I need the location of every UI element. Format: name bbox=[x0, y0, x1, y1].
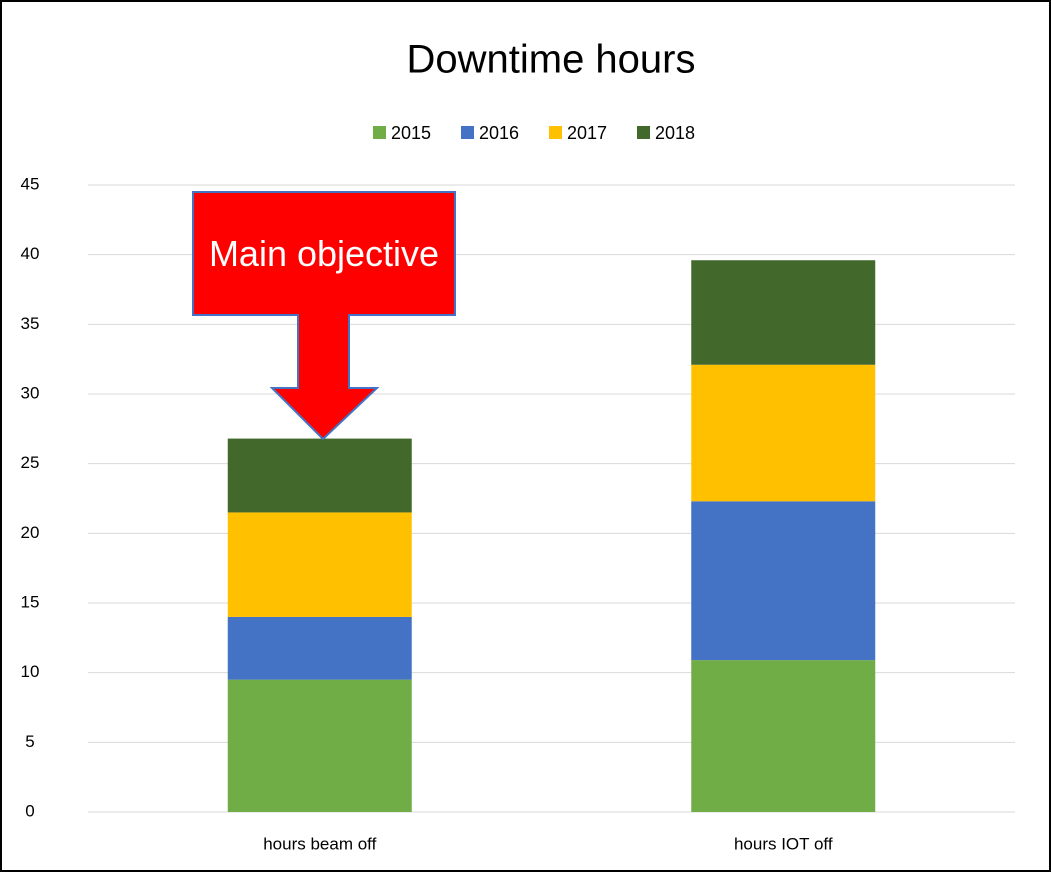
y-tick-label: 30 bbox=[21, 383, 40, 402]
legend-label: 2015 bbox=[391, 123, 431, 143]
y-tick-label: 10 bbox=[21, 662, 40, 681]
bar-segment bbox=[691, 260, 876, 365]
y-tick-label: 20 bbox=[21, 523, 40, 542]
legend-swatch bbox=[549, 126, 562, 139]
bars bbox=[227, 260, 876, 812]
legend-label: 2018 bbox=[655, 123, 695, 143]
legend-label: 2017 bbox=[567, 123, 607, 143]
callout-arrow bbox=[192, 191, 456, 441]
bar-segment bbox=[227, 438, 412, 513]
bar-segment bbox=[691, 364, 876, 502]
x-tick-label: hours beam off bbox=[263, 834, 376, 853]
y-tick-label: 45 bbox=[21, 174, 40, 193]
annotation: Main objective bbox=[208, 232, 440, 274]
y-tick-label: 35 bbox=[21, 314, 40, 333]
legend-label: 2016 bbox=[479, 123, 519, 143]
bar-segment bbox=[227, 616, 412, 680]
chart-title: Downtime hours bbox=[406, 38, 695, 82]
x-tick-label: hours IOT off bbox=[734, 834, 833, 853]
y-tick-label: 0 bbox=[25, 801, 34, 820]
bar-segment bbox=[691, 660, 876, 812]
bar-segment bbox=[227, 512, 412, 617]
y-tick-label: 25 bbox=[21, 453, 40, 472]
legend-swatch bbox=[637, 126, 650, 139]
y-tick-label: 5 bbox=[25, 732, 34, 751]
legend-swatch bbox=[373, 126, 386, 139]
legend-swatch bbox=[461, 126, 474, 139]
bar-segment bbox=[691, 501, 876, 661]
y-tick-label: 15 bbox=[21, 592, 40, 611]
y-tick-label: 40 bbox=[21, 244, 40, 263]
bar-segment bbox=[227, 679, 412, 812]
